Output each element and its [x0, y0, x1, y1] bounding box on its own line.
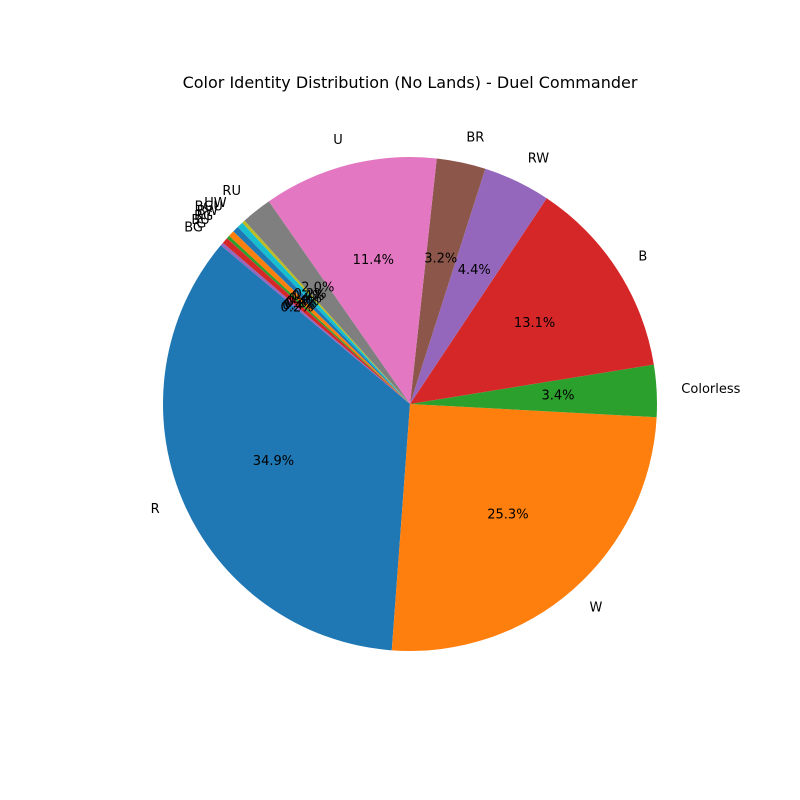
slice-label-w: W: [590, 600, 603, 615]
pie-slice-rg: [229, 231, 410, 404]
slice-percent-br: 3.2%: [424, 252, 457, 267]
slice-percent-g: 0.4%: [282, 298, 315, 313]
slice-percent-u: 11.4%: [353, 253, 394, 268]
pie-slice-r: [163, 245, 410, 651]
pie-slice-bgu: [237, 222, 410, 404]
slice-percent-bgu: 0.4%: [291, 289, 324, 304]
pie-slice-g: [222, 238, 410, 404]
slice-percent-rw: 4.4%: [458, 263, 491, 278]
slice-percent-w: 25.3%: [487, 508, 528, 523]
slice-label-u: U: [333, 133, 343, 148]
pie-slice-w: [391, 404, 657, 651]
pie-slice-colorless: [410, 364, 657, 418]
slice-percent-colorless: 3.4%: [541, 389, 574, 404]
slice-label-ru: RU: [222, 184, 241, 199]
slice-label-rw: RW: [528, 152, 550, 167]
pie-slice-bu: [226, 235, 410, 404]
slice-label-br: BR: [466, 131, 484, 146]
slice-percent-ru: 2.0%: [301, 280, 334, 295]
slice-label-bg: BG: [184, 221, 203, 236]
slice-label-rg: RG: [194, 209, 213, 224]
chart-title: Color Identity Distribution (No Lands) -…: [183, 73, 638, 92]
pie-slice-br: [410, 158, 486, 404]
slice-label-bu: BU: [191, 213, 209, 228]
slice-percent-bg: 0.2%: [281, 301, 314, 316]
slice-label-bgu: BGU: [195, 199, 223, 214]
slice-label-r: R: [151, 502, 160, 517]
pie-slice-bw: [233, 227, 410, 404]
slice-label-g: G: [196, 217, 206, 232]
slice-label-bw: BW: [197, 204, 218, 219]
slice-percent-b: 13.1%: [514, 316, 555, 331]
pie-slice-u: [268, 157, 437, 404]
slice-percent-bu: 0.2%: [284, 296, 317, 311]
pie-percent-labels: 34.9%25.3%3.4%13.1%4.4%3.2%11.4%2.0%0.2%…: [253, 252, 575, 523]
slice-label-colorless: Colorless: [681, 382, 740, 397]
slice-label-b: B: [638, 249, 647, 264]
slice-percent-bw: 0.4%: [289, 292, 322, 307]
pie-slice-uw: [242, 220, 410, 404]
slice-percent-rg: 0.4%: [286, 294, 319, 309]
slice-percent-uw: 0.2%: [293, 287, 326, 302]
pie-slice-ru: [244, 201, 410, 404]
slice-label-uw: UW: [204, 196, 227, 211]
pie-slice-bg: [220, 242, 410, 404]
pie-slice-rw: [410, 168, 547, 404]
slice-percent-r: 34.9%: [253, 454, 294, 469]
pie-slices: [163, 157, 657, 651]
pie-slice-b: [410, 198, 654, 404]
